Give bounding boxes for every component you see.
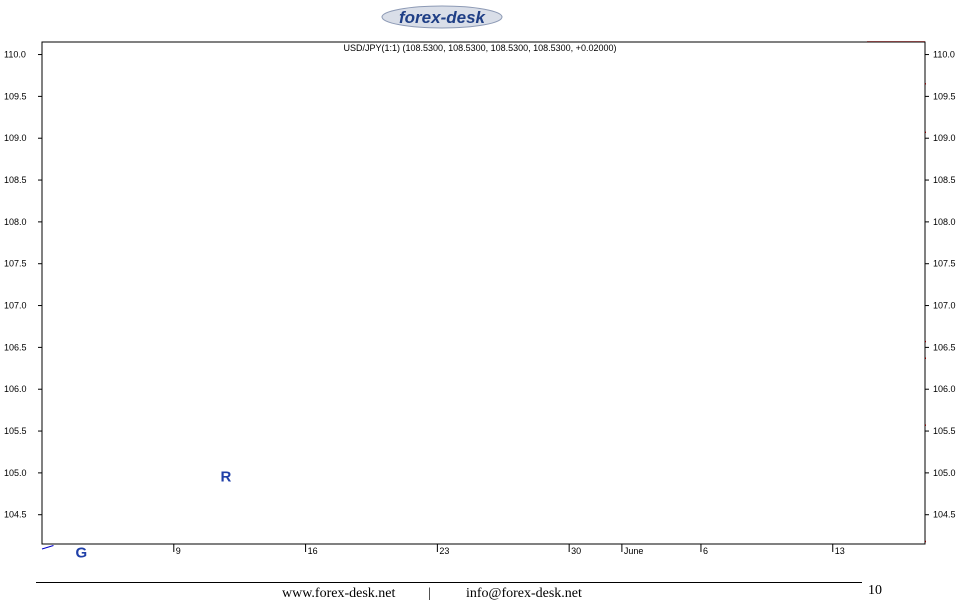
x-tick-label: 13 — [835, 546, 845, 556]
y-tick-label-right: 105.0 — [933, 468, 956, 478]
logo-swoosh — [381, 5, 503, 29]
x-tick-label: 16 — [308, 546, 318, 556]
footer-website-link[interactable]: www.forex-desk.net — [282, 586, 396, 601]
y-tick-label-right: 104.5 — [933, 510, 956, 520]
y-tick-label-left: 109.5 — [4, 91, 27, 101]
y-tick-label-left: 108.0 — [4, 217, 27, 227]
pattern-marker-label: R — [221, 468, 232, 485]
y-tick-label-right: 108.5 — [933, 175, 956, 185]
pattern-marker-label: G — [76, 545, 88, 560]
page-number: 10 — [868, 583, 882, 598]
y-tick-label-right: 105.5 — [933, 426, 956, 436]
y-tick-label-right: 109.0 — [933, 133, 956, 143]
x-tick-label: 30 — [571, 546, 581, 556]
y-tick-label-right: 106.5 — [933, 342, 956, 352]
y-tick-label-right: 107.5 — [933, 259, 956, 269]
y-tick-label-left: 108.5 — [4, 175, 27, 185]
logo-text: forex-desk — [399, 8, 487, 27]
footer-divider — [36, 582, 862, 583]
y-tick-label-right: 108.0 — [933, 217, 956, 227]
x-tick-label: June — [624, 546, 644, 556]
y-tick-label-left: 104.5 — [4, 510, 27, 520]
y-tick-label-right: 107.0 — [933, 301, 956, 311]
chart-labels: GR — [76, 468, 232, 560]
chart-title: USD/JPY(1:1) (108.5300, 108.5300, 108.53… — [344, 43, 617, 53]
footer-separator: | — [428, 586, 431, 601]
y-tick-label-right: 106.0 — [933, 384, 956, 394]
usdjpy-chart: 0.0%23.6%38.2%50.0%61.8%100.0%161.8% 916… — [4, 41, 956, 560]
y-tick-label-right: 109.5 — [933, 91, 956, 101]
y-tick-label-left: 106.0 — [4, 384, 27, 394]
x-tick-label: 9 — [176, 546, 181, 556]
plot-frame — [41, 41, 926, 545]
chart-axes: 9 16 23 30 June 6 13 110.0 110.0 109.5 109.5 109.0 1… — [4, 41, 956, 556]
y-tick-label-right: 110.0 — [933, 50, 955, 60]
y-tick-label-left: 107.5 — [4, 259, 27, 269]
y-tick-label-left: 106.5 — [4, 342, 27, 352]
y-tick-label-left: 105.5 — [4, 426, 27, 436]
footer-email-link[interactable]: info@forex-desk.net — [466, 586, 582, 601]
y-tick-label-left: 109.0 — [4, 133, 27, 143]
y-tick-label-left: 107.0 — [4, 301, 27, 311]
x-tick-label: 6 — [703, 546, 708, 556]
x-tick-label: 23 — [439, 546, 449, 556]
y-tick-label-left: 110.0 — [4, 50, 26, 60]
forex-desk-logo: forex-desk — [380, 4, 504, 30]
logo-graphic: forex-desk — [381, 5, 503, 29]
y-tick-label-left: 105.0 — [4, 468, 27, 478]
